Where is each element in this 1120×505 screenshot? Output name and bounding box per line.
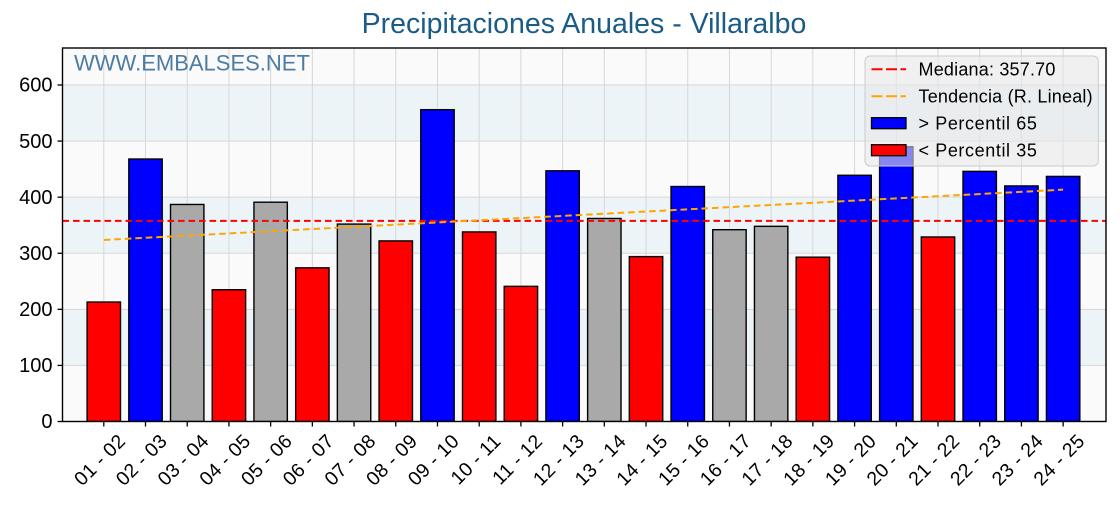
svg-text:500: 500	[19, 131, 52, 153]
svg-text:600: 600	[19, 75, 52, 97]
svg-text:400: 400	[19, 187, 52, 209]
svg-text:WWW.EMBALSES.NET: WWW.EMBALSES.NET	[74, 51, 310, 76]
svg-text:Precipitaciones Anuales - Vill: Precipitaciones Anuales - Villaralbo	[362, 8, 807, 40]
svg-text:0: 0	[41, 411, 52, 433]
svg-text:Mediana: 357.70: Mediana: 357.70	[919, 60, 1056, 80]
svg-text:> Percentil 65: > Percentil 65	[919, 113, 1038, 133]
svg-text:100: 100	[19, 355, 52, 377]
svg-text:200: 200	[19, 299, 52, 321]
svg-text:Tendencia (R. Lineal): Tendencia (R. Lineal)	[919, 87, 1093, 107]
svg-text:300: 300	[19, 243, 52, 265]
svg-text:< Percentil 35: < Percentil 35	[919, 140, 1038, 160]
